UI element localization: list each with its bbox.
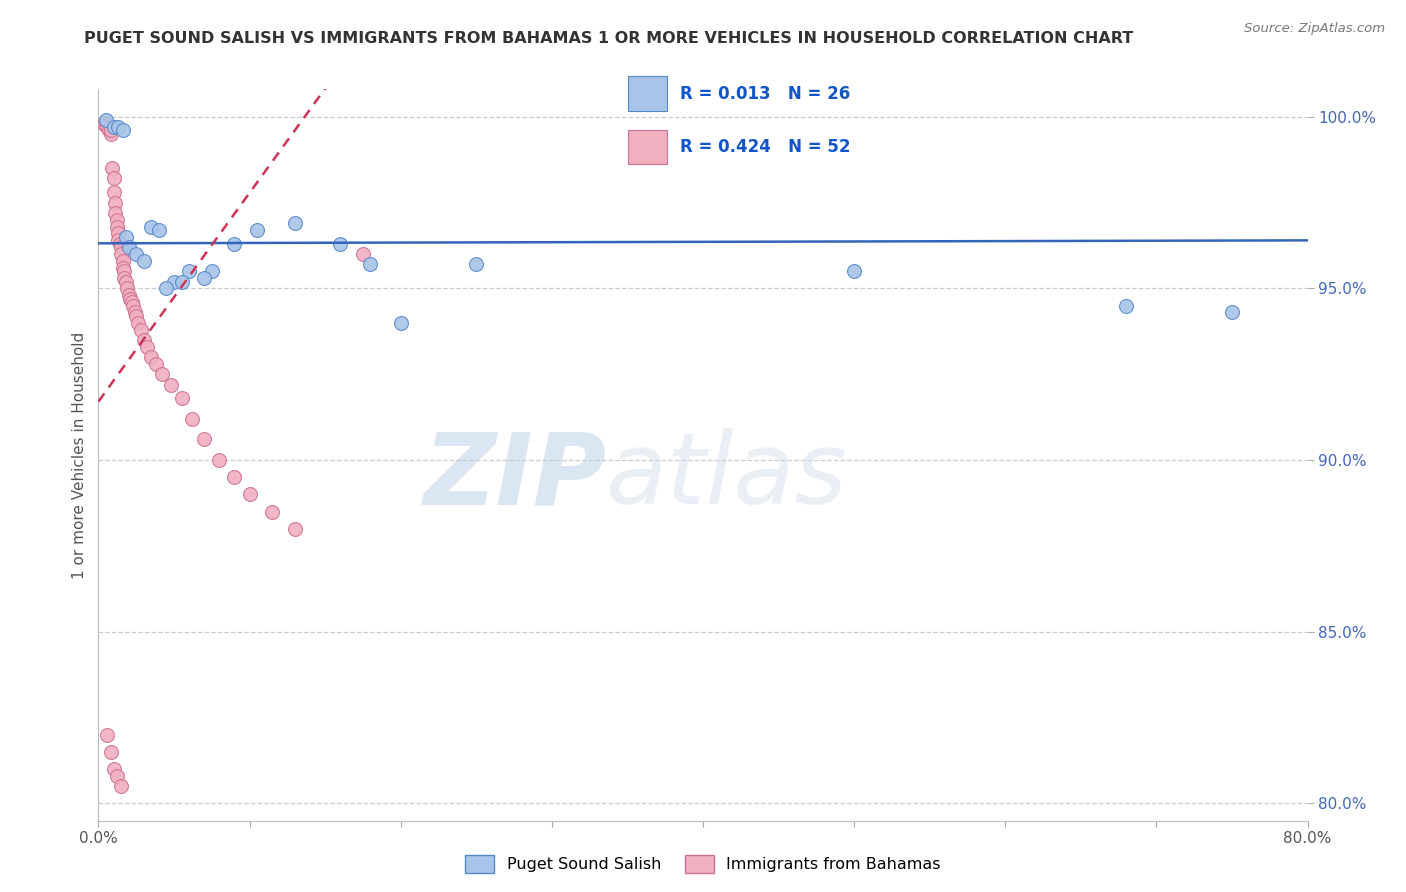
Text: R = 0.013   N = 26: R = 0.013 N = 26 (681, 85, 851, 103)
Point (110, 240, 132, 254)
Point (160, 377, 183, 392)
Point (125, 309, 148, 323)
Point (125, 247, 148, 261)
Point (145, 357, 167, 371)
Point (193, 433, 215, 447)
Point (1220, 305, 1243, 319)
Point (111, 260, 134, 275)
Bar (628, 129, 668, 164)
Point (121, 295, 143, 310)
Point (132, 253, 155, 268)
Point (135, 340, 157, 354)
Point (284, 522, 307, 536)
Point (179, 264, 201, 278)
Point (170, 391, 193, 405)
Text: Source: ZipAtlas.com: Source: ZipAtlas.com (1244, 22, 1385, 36)
Point (122, 299, 145, 313)
Point (111, 123, 134, 137)
Point (844, 264, 866, 278)
Point (112, 264, 135, 278)
Point (101, 161, 124, 176)
Point (246, 223, 269, 237)
Text: R = 0.424   N = 52: R = 0.424 N = 52 (681, 138, 851, 156)
Point (181, 412, 204, 426)
Point (127, 316, 149, 330)
Point (170, 275, 193, 289)
Point (389, 316, 412, 330)
Point (114, 275, 136, 289)
Point (224, 470, 246, 484)
Point (103, 120, 125, 134)
Point (105, 212, 128, 227)
Text: PUGET SOUND SALISH VS IMMIGRANTS FROM BAHAMAS 1 OR MORE VEHICLES IN HOUSEHOLD CO: PUGET SOUND SALISH VS IMMIGRANTS FROM BA… (84, 31, 1133, 46)
Point (118, 288, 141, 302)
Point (201, 264, 224, 278)
Point (141, 350, 163, 364)
Point (111, 253, 134, 268)
Point (103, 762, 125, 776)
Point (193, 271, 215, 285)
Point (107, 227, 129, 241)
Point (105, 219, 128, 234)
Point (105, 769, 128, 783)
Point (352, 247, 374, 261)
Y-axis label: 1 or more Vehicles in Household: 1 or more Vehicles in Household (72, 331, 87, 579)
Point (100, 745, 122, 759)
Point (360, 257, 382, 271)
Point (155, 281, 177, 295)
Point (465, 257, 488, 271)
Point (115, 281, 138, 295)
Point (98, 123, 121, 137)
Legend: Puget Sound Salish, Immigrants from Bahamas: Puget Sound Salish, Immigrants from Baha… (458, 848, 948, 880)
Point (103, 185, 125, 199)
Point (124, 305, 146, 319)
Text: ZIP: ZIP (423, 428, 606, 525)
Point (104, 206, 127, 220)
Point (100, 123, 122, 137)
Point (129, 322, 152, 336)
Point (108, 236, 131, 251)
Point (118, 240, 141, 254)
Point (93, 116, 115, 130)
Point (96, 728, 118, 742)
Point (224, 236, 246, 251)
Bar (628, 77, 668, 112)
Point (107, 120, 129, 134)
Point (329, 236, 352, 251)
Point (94, 113, 117, 128)
Point (110, 780, 132, 794)
Text: atlas: atlas (606, 428, 848, 525)
Point (239, 487, 262, 501)
Point (114, 230, 136, 244)
Point (141, 219, 163, 234)
Point (120, 292, 142, 306)
Point (132, 333, 155, 347)
Point (110, 247, 132, 261)
Point (100, 127, 122, 141)
Point (163, 275, 186, 289)
Point (148, 223, 170, 237)
Point (262, 505, 284, 519)
Point (112, 271, 135, 285)
Point (94, 116, 117, 130)
Point (284, 216, 307, 230)
Point (208, 453, 231, 467)
Point (96, 120, 118, 134)
Point (103, 171, 125, 186)
Point (107, 233, 129, 247)
Point (1115, 299, 1137, 313)
Point (150, 368, 173, 382)
Point (104, 195, 127, 210)
